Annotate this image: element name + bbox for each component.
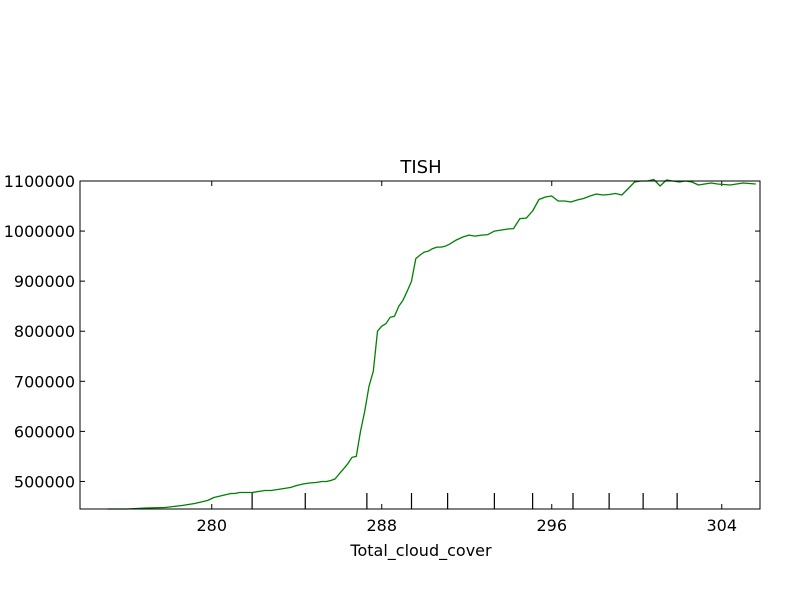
plot-frame (79, 180, 761, 510)
event-marks (251, 493, 678, 509)
x-tick-label: 304 (706, 516, 737, 535)
x-axis-label: Total_cloud_cover (349, 541, 492, 561)
y-tick-label: 600000 (14, 422, 75, 441)
y-tick-label: 700000 (14, 372, 75, 391)
tick-layer: 280 288 296 304 500000 600000 700000 800000 9000… (4, 172, 760, 535)
y-tick-label: 900000 (14, 272, 75, 291)
x-tick-label: 280 (196, 516, 227, 535)
y-tick-label: 800000 (14, 322, 75, 341)
y-tick-label: 1000000 (4, 222, 75, 241)
x-tick-label: 288 (366, 516, 397, 535)
y-tick-label: 1100000 (4, 172, 75, 191)
chart-title: TISH (399, 157, 441, 178)
y-tick-label: 500000 (14, 472, 75, 491)
x-tick-label: 296 (536, 516, 567, 535)
